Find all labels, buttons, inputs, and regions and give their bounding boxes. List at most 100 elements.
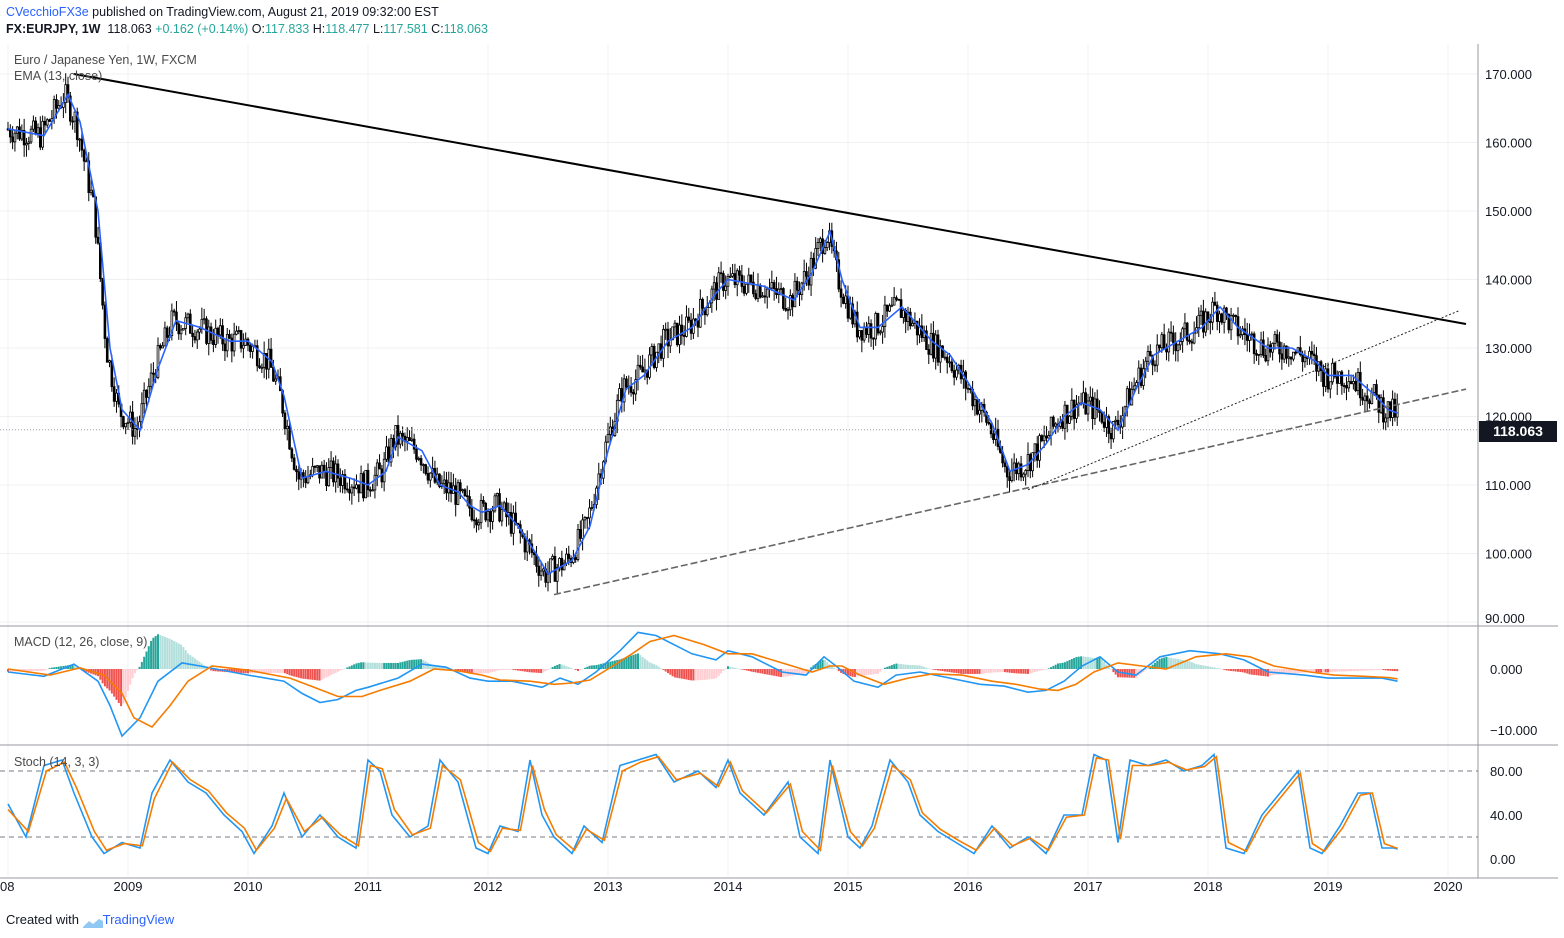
macd-histogram-bar <box>745 669 748 671</box>
macd-histogram-bar <box>713 669 716 679</box>
macd-histogram-bar <box>683 669 686 680</box>
macd-histogram-bar <box>433 666 436 669</box>
macd-histogram-bar <box>1050 667 1053 669</box>
candle-body <box>343 474 347 490</box>
candle-body <box>71 120 74 123</box>
candle-body <box>48 119 51 122</box>
x-tick-label: 2015 <box>834 879 863 894</box>
candle-body <box>1310 350 1314 355</box>
macd-histogram-bar <box>159 635 162 669</box>
candle-body <box>350 486 354 494</box>
macd-histogram-bar <box>1163 657 1166 669</box>
candle-body <box>82 149 86 162</box>
candle-body <box>1220 313 1224 323</box>
macd-histogram-bar <box>1396 669 1399 672</box>
candle-body <box>417 458 421 460</box>
macd-histogram-bar <box>327 669 330 677</box>
candle-body <box>1038 435 1041 461</box>
candle-body <box>682 334 686 337</box>
macd-histogram-bar <box>484 669 487 674</box>
candle-body <box>583 517 587 521</box>
macd-histogram-bar <box>1084 656 1087 669</box>
macd-histogram-bar <box>498 669 501 671</box>
macd-histogram-bar <box>1292 669 1295 674</box>
candle-body <box>1165 348 1168 353</box>
candle-body <box>477 522 481 526</box>
candle-body <box>952 370 956 378</box>
macd-histogram-bar <box>1052 665 1055 669</box>
candle-body <box>442 479 446 484</box>
candle-body <box>412 438 416 450</box>
macd-histogram-bar <box>1345 669 1348 672</box>
macd-histogram-bar <box>83 669 86 672</box>
macd-histogram-bar <box>1297 669 1299 674</box>
candle-body <box>1174 342 1177 352</box>
low-label: L: <box>372 22 384 36</box>
x-tick-label: 2014 <box>714 879 743 894</box>
macd-histogram-bar <box>300 669 303 679</box>
macd-histogram-bar <box>567 667 570 669</box>
price-overlays <box>0 73 1478 596</box>
candle-body <box>325 471 328 487</box>
macd-histogram-bar <box>1262 669 1265 677</box>
macd-histogram-bar <box>355 663 358 669</box>
macd-histogram-bar <box>1276 669 1279 675</box>
macd-histogram-bar <box>793 669 796 676</box>
author-link[interactable]: CVecchioFX3e <box>6 5 89 19</box>
macd-histogram-bar <box>143 656 146 669</box>
candle-body <box>1040 435 1044 442</box>
macd-histogram-bar <box>823 659 826 669</box>
macd-histogram-bar <box>943 669 946 672</box>
macd-histogram-bar <box>493 669 496 672</box>
macd-histogram-bar <box>1237 669 1239 672</box>
candle-body <box>179 329 183 335</box>
macd-histogram-bar <box>639 655 642 669</box>
macd-histogram-bar <box>664 669 667 672</box>
ema-legend[interactable]: EMA (13, close) <box>14 69 103 83</box>
tradingview-link[interactable]: TradingView <box>102 912 175 927</box>
macd-pane <box>7 631 1399 738</box>
candle-body <box>1169 331 1173 334</box>
candle-body <box>752 281 755 295</box>
candle-body <box>182 327 185 331</box>
macd-histogram-bar <box>1142 669 1145 673</box>
macd-histogram-bar <box>505 669 508 670</box>
candle-body <box>283 412 287 430</box>
macd-histogram-bar <box>967 669 969 674</box>
macd-histogram-bar <box>387 662 390 669</box>
macd-histogram-bar <box>1352 669 1355 672</box>
candle-body <box>1252 333 1256 355</box>
macd-histogram-bar <box>680 669 683 679</box>
x-tick-label: 2020 <box>1434 879 1463 894</box>
macd-histogram-bar <box>817 662 819 669</box>
candle-body <box>1262 339 1265 356</box>
candle-body <box>1352 381 1355 385</box>
candle-body <box>159 345 162 349</box>
candle-body <box>313 466 317 468</box>
macd-histogram-bar <box>897 663 900 669</box>
candle-body <box>186 313 190 319</box>
macd-legend[interactable]: MACD (12, 26, close, 9) <box>14 635 148 649</box>
candle-body <box>719 272 723 275</box>
macd-histogram-bar <box>858 669 861 676</box>
macd-histogram-bar <box>325 669 328 678</box>
candle-body <box>1116 419 1120 426</box>
candle-body <box>895 297 898 300</box>
stoch-legend[interactable]: Stoch (14, 3, 3) <box>14 755 100 769</box>
candle-body <box>373 474 377 491</box>
candle-body <box>375 462 379 476</box>
macd-histogram-bar <box>270 669 273 673</box>
macd-histogram-bar <box>348 666 351 669</box>
candle-body <box>318 465 321 479</box>
macd-histogram-bar <box>570 667 573 669</box>
symbol-label[interactable]: FX:EURJPY, 1W <box>6 22 101 36</box>
macd-histogram-bar <box>777 669 780 677</box>
macd-histogram-bar <box>1054 664 1057 669</box>
macd-histogram-bar <box>1068 660 1071 669</box>
candle-body <box>274 378 277 382</box>
candle-body <box>1391 398 1394 418</box>
macd-histogram-bar <box>62 665 65 669</box>
candle-body <box>625 378 628 388</box>
candle-body <box>315 465 319 468</box>
macd-histogram-bar <box>297 669 300 678</box>
